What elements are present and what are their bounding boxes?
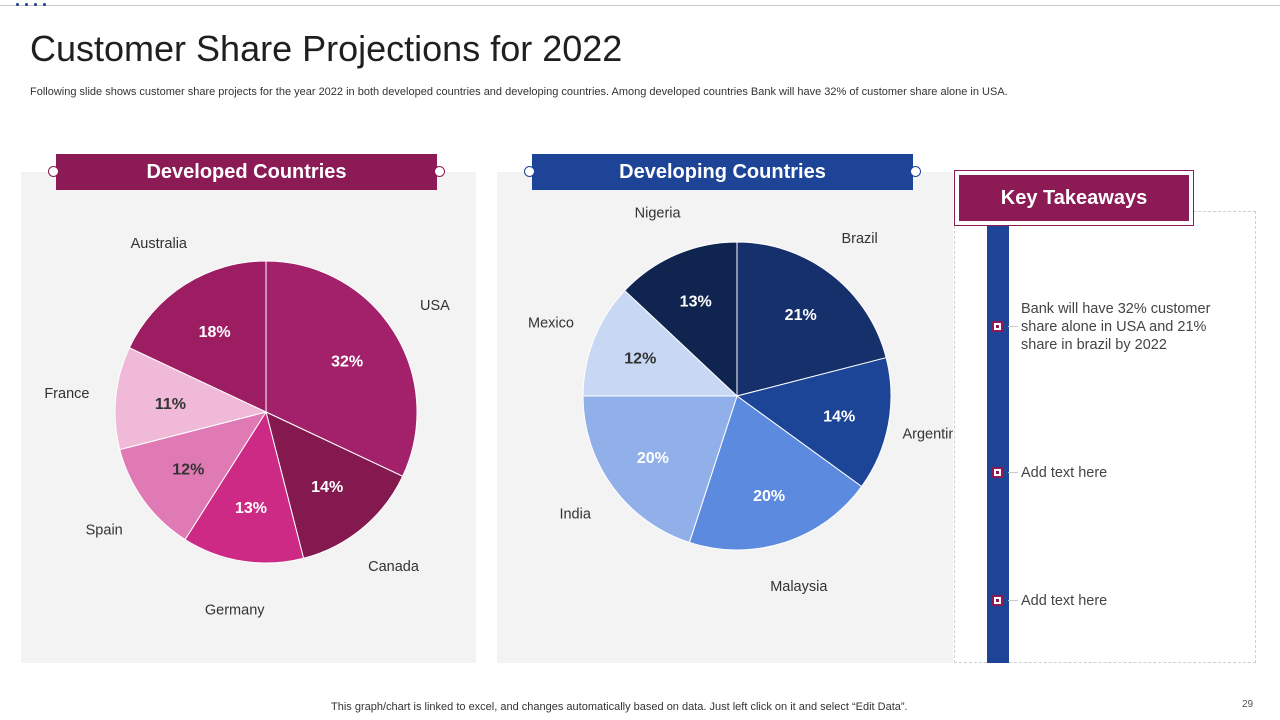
developing-value-label-india: 20% [637,450,669,467]
developing-header: Developing Countries [532,154,913,190]
developed-value-label-germany: 13% [235,500,267,517]
developed-slice-spain[interactable] [119,411,268,541]
footer-note: This graph/chart is linked to excel, and… [331,701,908,713]
developed-category-label-france: France [44,386,89,402]
developed-header-label: Developed Countries [146,160,347,183]
developing-slice-argentina[interactable] [735,357,892,488]
developed-category-label-canada: Canada [368,559,420,575]
takeaway-bullet-icon [992,467,1003,478]
developed-category-label-spain: Spain [86,523,123,539]
developing-pie-chart[interactable]: 21% Brazil 14% Argentina 20% Malaysia 20% India… [497,172,953,663]
developing-value-label-argentina: 14% [823,409,855,426]
takeaway-item-1: Bank will have 32% customer share alone … [1021,301,1211,353]
developing-header-right-knob [910,166,921,177]
developing-slice-india[interactable] [582,395,738,544]
takeaway-connector [1008,600,1018,601]
developing-category-label-mexico: Mexico [528,315,574,331]
decor-dots [16,3,46,9]
developing-header-left-knob [524,166,535,177]
takeaways-title: Key Takeaways [959,175,1189,221]
developed-pie-chart[interactable]: 32% USA 14% Canada 13% Germany 12% Spain 11% Fran… [21,172,476,663]
developing-value-label-brazil: 21% [785,307,817,324]
developed-value-label-france: 11% [155,396,186,413]
developing-category-label-brazil: Brazil [841,231,877,247]
developing-value-label-malaysia: 20% [753,488,785,505]
developed-header-left-knob [48,166,59,177]
developed-value-label-usa: 32% [331,354,363,371]
developed-category-label-germany: Germany [205,603,265,619]
developing-category-label-nigeria: Nigeria [635,205,682,221]
developed-header-right-knob [434,166,445,177]
developed-slice-australia[interactable] [128,260,267,413]
developing-slice-malaysia[interactable] [688,395,863,551]
takeaway-bullet-icon [992,321,1003,332]
developing-category-label-argentina: Argentina [902,427,953,443]
developing-slice-brazil[interactable] [736,241,887,397]
developed-category-label-usa: USA [420,298,450,314]
takeaway-bullet-icon [992,595,1003,606]
developing-slice-mexico[interactable] [582,289,739,397]
top-rule [0,5,1280,6]
developing-slice-nigeria[interactable] [624,241,738,398]
developed-value-label-spain: 12% [172,461,204,478]
developed-header: Developed Countries [56,154,437,190]
developed-slice-canada[interactable] [265,411,404,559]
takeaway-item-2: Add text here [1021,465,1108,481]
takeaway-item-3: Add text here [1021,593,1108,609]
page-subtitle: Following slide shows customer share pro… [30,86,1008,98]
page-number: 29 [1242,699,1254,710]
developing-value-label-nigeria: 13% [680,294,712,311]
page-title: Customer Share Projections for 2022 [30,28,623,69]
developed-slice-france[interactable] [114,347,268,451]
developing-value-label-mexico: 12% [624,351,656,368]
takeaway-connector [1008,472,1018,473]
developed-value-label-canada: 14% [311,479,343,496]
takeaway-connector [1008,326,1018,327]
developing-category-label-india: India [559,507,591,523]
developing-header-label: Developing Countries [619,160,826,183]
developed-value-label-australia: 18% [199,324,231,341]
developed-slice-usa[interactable] [265,260,418,477]
developed-category-label-australia: Australia [131,236,188,252]
developing-category-label-malaysia: Malaysia [770,579,828,595]
developed-slice-germany[interactable] [184,410,305,564]
